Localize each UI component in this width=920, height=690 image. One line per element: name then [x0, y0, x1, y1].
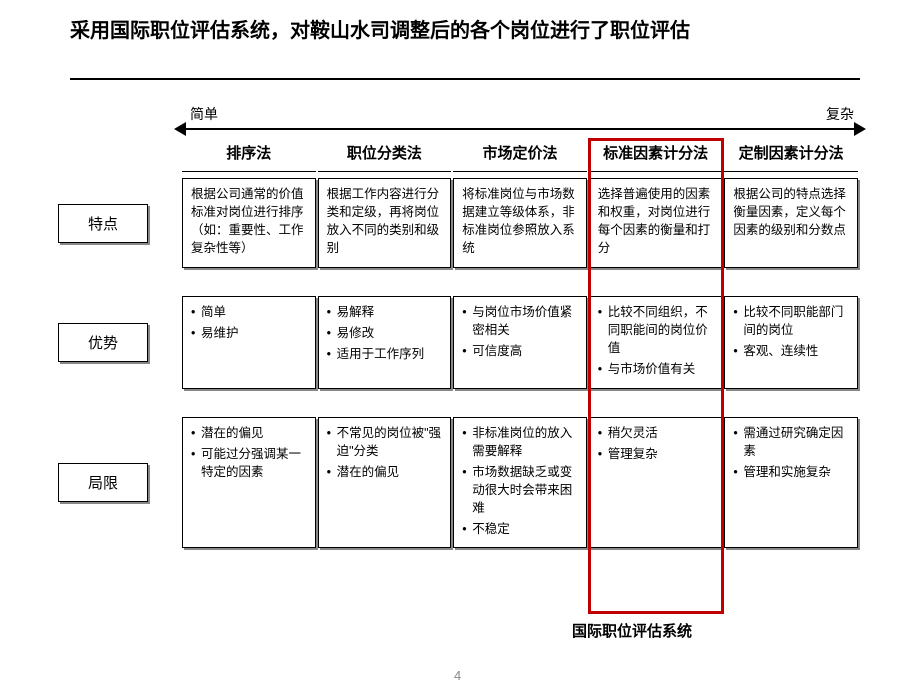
page-number: 4	[454, 668, 461, 683]
list-item: 简单	[191, 303, 307, 321]
title-underline	[70, 78, 860, 80]
table-row: 特点根据公司通常的价值标准对岗位进行排序（如：重要性、工作复杂性等）根据工作内容…	[52, 178, 860, 268]
col-head-1: 职位分类法	[318, 138, 452, 172]
list-item: 潜在的偏见	[327, 463, 443, 481]
list-item: 适用于工作序列	[327, 345, 443, 363]
list-item: 非标准岗位的放入需要解释	[462, 424, 578, 460]
table-cell: 不常见的岗位被"强迫"分类潜在的偏见	[318, 417, 452, 549]
complexity-axis	[182, 128, 857, 130]
table-row: 局限潜在的偏见可能过分强调某一特定的因素不常见的岗位被"强迫"分类潜在的偏见非标…	[52, 417, 860, 549]
table-cell: 简单易维护	[182, 296, 316, 389]
table-cell: 与岗位市场价值紧密相关可信度高	[453, 296, 587, 389]
col-head-3: 标准因素计分法	[589, 138, 723, 172]
list-item: 比较不同职能部门间的岗位	[733, 303, 849, 339]
list-item: 比较不同组织，不同职能间的岗位价值	[598, 303, 714, 357]
row-label: 优势	[58, 323, 148, 362]
slide-title: 采用国际职位评估系统，对鞍山水司调整后的各个岗位进行了职位评估	[70, 18, 850, 45]
highlight-label: 国际职位评估系统	[572, 620, 692, 641]
col-head-2: 市场定价法	[453, 138, 587, 172]
list-item: 稍欠灵活	[598, 424, 714, 442]
comparison-table: 排序法 职位分类法 市场定价法 标准因素计分法 定制因素计分法 特点根据公司通常…	[52, 138, 860, 576]
list-item: 不稳定	[462, 520, 578, 538]
list-item: 可能过分强调某一特定的因素	[191, 445, 307, 481]
table-cell: 根据工作内容进行分类和定级，再将岗位放入不同的类别和级别	[318, 178, 452, 268]
table-cell: 易解释易修改适用于工作序列	[318, 296, 452, 389]
column-headers: 排序法 职位分类法 市场定价法 标准因素计分法 定制因素计分法	[52, 138, 860, 172]
table-cell: 潜在的偏见可能过分强调某一特定的因素	[182, 417, 316, 549]
col-head-0: 排序法	[182, 138, 316, 172]
arrow-left-icon	[174, 122, 186, 136]
axis-label-right: 复杂	[826, 104, 854, 124]
table-cell: 非标准岗位的放入需要解释市场数据缺乏或变动很大时会带来困难不稳定	[453, 417, 587, 549]
table-cell: 比较不同职能部门间的岗位客观、连续性	[724, 296, 858, 389]
arrow-right-icon	[854, 122, 866, 136]
table-cell: 比较不同组织，不同职能间的岗位价值与市场价值有关	[589, 296, 723, 389]
table-cell: 稍欠灵活管理复杂	[589, 417, 723, 549]
row-label: 特点	[58, 204, 148, 243]
list-item: 易解释	[327, 303, 443, 321]
list-item: 客观、连续性	[733, 342, 849, 360]
list-item: 易修改	[327, 324, 443, 342]
list-item: 易维护	[191, 324, 307, 342]
table-cell: 需通过研究确定因素管理和实施复杂	[724, 417, 858, 549]
list-item: 市场数据缺乏或变动很大时会带来困难	[462, 463, 578, 517]
table-cell: 选择普遍使用的因素和权重，对岗位进行每个因素的衡量和打分	[589, 178, 723, 268]
list-item: 与岗位市场价值紧密相关	[462, 303, 578, 339]
col-head-4: 定制因素计分法	[724, 138, 858, 172]
table-row: 优势简单易维护易解释易修改适用于工作序列与岗位市场价值紧密相关可信度高比较不同组…	[52, 296, 860, 389]
list-item: 管理复杂	[598, 445, 714, 463]
row-label: 局限	[58, 463, 148, 502]
table-cell: 根据公司的特点选择衡量因素，定义每个因素的级别和分数点	[724, 178, 858, 268]
axis-label-left: 简单	[190, 104, 218, 124]
list-item: 潜在的偏见	[191, 424, 307, 442]
table-cell: 将标准岗位与市场数据建立等级体系，非标准岗位参照放入系统	[453, 178, 587, 268]
list-item: 与市场价值有关	[598, 360, 714, 378]
list-item: 管理和实施复杂	[733, 463, 849, 481]
list-item: 不常见的岗位被"强迫"分类	[327, 424, 443, 460]
list-item: 可信度高	[462, 342, 578, 360]
list-item: 需通过研究确定因素	[733, 424, 849, 460]
table-cell: 根据公司通常的价值标准对岗位进行排序（如：重要性、工作复杂性等）	[182, 178, 316, 268]
